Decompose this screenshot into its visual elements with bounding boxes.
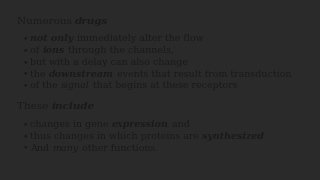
Text: •: • (23, 58, 28, 67)
Text: •: • (23, 144, 28, 153)
Text: •: • (23, 46, 28, 55)
Text: and: and (169, 120, 189, 129)
Text: These: These (17, 102, 52, 111)
Text: events that result from transduction: events that result from transduction (114, 69, 291, 78)
Text: expression: expression (112, 120, 169, 129)
Text: of: of (30, 46, 43, 55)
Text: immediately alter the flow: immediately alter the flow (74, 34, 204, 43)
Text: synthesized: synthesized (203, 132, 264, 141)
Text: changes in gene: changes in gene (30, 120, 112, 129)
Text: •: • (23, 69, 28, 78)
Text: signal: signal (61, 81, 90, 90)
Text: ions: ions (43, 46, 65, 55)
Text: many: many (52, 144, 78, 153)
Text: And: And (30, 144, 52, 153)
Text: •: • (23, 81, 28, 90)
Text: thus changes in which proteins are: thus changes in which proteins are (30, 132, 203, 141)
Text: include: include (52, 102, 95, 111)
Text: Numerous: Numerous (17, 17, 75, 26)
Text: •: • (23, 132, 28, 141)
Text: •: • (23, 34, 28, 43)
Text: that begins at these receptors: that begins at these receptors (90, 81, 237, 90)
Text: the: the (30, 69, 49, 78)
Text: of the: of the (30, 81, 61, 90)
Text: but with a delay can also change: but with a delay can also change (30, 58, 188, 67)
Text: drugs: drugs (75, 17, 108, 26)
Text: downstream: downstream (49, 69, 114, 78)
Text: other functions.: other functions. (78, 144, 158, 153)
Text: through the channels,: through the channels, (65, 46, 174, 55)
Text: not only: not only (30, 34, 74, 43)
Text: •: • (23, 120, 28, 129)
